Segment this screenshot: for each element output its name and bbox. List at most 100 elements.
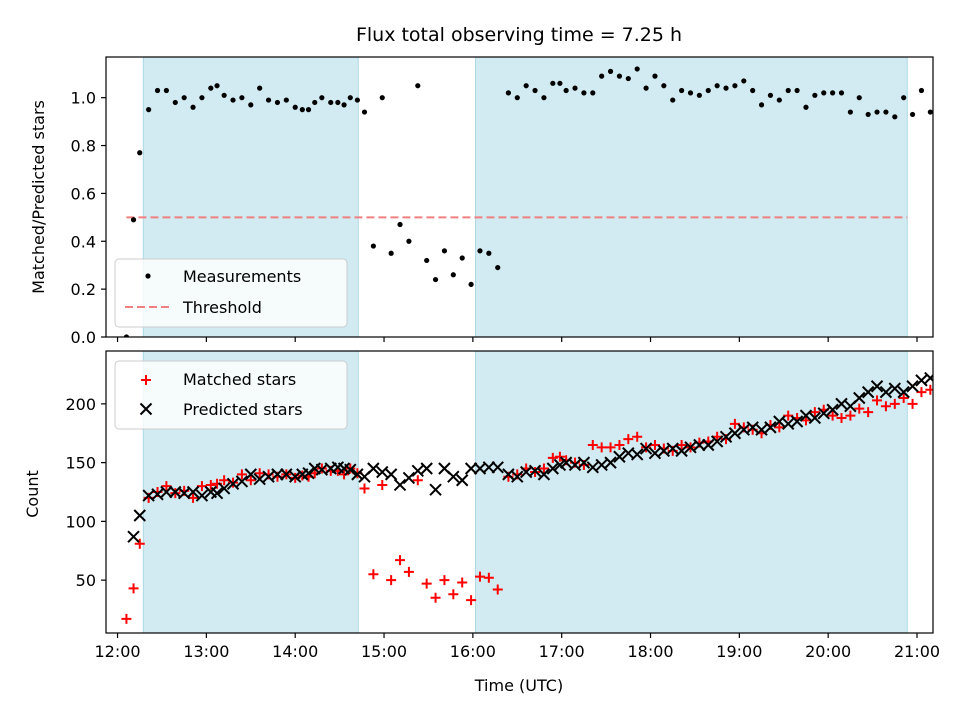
measurement-point (874, 109, 880, 115)
matched-point (466, 595, 477, 606)
predicted-point (447, 470, 460, 483)
measurement-point (172, 99, 178, 106)
measurement-point (130, 217, 137, 223)
predicted-point (835, 397, 848, 411)
matched-point (863, 407, 874, 418)
measurement-point (432, 276, 439, 283)
predicted-point (351, 468, 364, 481)
matched-point (236, 469, 247, 480)
measurement-point (305, 107, 312, 113)
measurement-point (750, 87, 756, 94)
legend-marker-matched (141, 375, 151, 385)
predicted-point (502, 468, 515, 481)
predicted-point (790, 415, 804, 428)
matched-point (474, 571, 485, 582)
y-tick-label: 50 (76, 571, 96, 590)
matched-point (128, 583, 139, 594)
matched-point (827, 410, 838, 421)
measurement-point (714, 83, 720, 89)
predicted-point (728, 427, 742, 440)
measurement-point (625, 75, 631, 82)
matched-point (614, 440, 625, 450)
matched-point (483, 572, 494, 583)
matched-point (898, 393, 909, 403)
measurement-point (354, 97, 360, 103)
matched-point (854, 403, 865, 414)
measurement-point (794, 87, 800, 94)
measurement-point (230, 97, 236, 103)
measurement-point (661, 83, 667, 89)
matched-point (845, 410, 856, 421)
x-tick-label: 18:00 (627, 642, 673, 661)
measurement-point (299, 107, 305, 113)
predicted-point (186, 485, 200, 499)
matched-point (587, 440, 598, 450)
matched-point (649, 440, 660, 450)
measurement-point (572, 85, 578, 91)
measurement-point (532, 87, 538, 94)
legend-marker-measurements (145, 273, 151, 279)
measurement-point (450, 272, 456, 278)
measurement-point (214, 83, 220, 89)
matched-point (205, 479, 216, 490)
legend-box (114, 360, 348, 430)
predicted-point (675, 444, 688, 458)
count-panel: 50 100 150 200 12:00 13:00 14:00 15:00 16:00 17:0… (65, 350, 940, 661)
measurement-point (312, 99, 318, 106)
y-tick-label: 0.6 (71, 184, 96, 203)
predicted-point (262, 470, 275, 483)
measurement-point (406, 238, 412, 244)
measurement-point (319, 95, 325, 101)
predicted-point (666, 442, 679, 455)
predicted-point (393, 478, 407, 492)
series-measurements (123, 66, 933, 337)
matched-point (925, 384, 933, 395)
measurement-point (776, 97, 782, 103)
measurement-point (590, 90, 596, 96)
measurement-point (415, 83, 421, 89)
matched-point (783, 410, 794, 421)
legend-marker-predicted (139, 402, 153, 416)
matched-point (729, 418, 740, 429)
predicted-point (411, 464, 424, 478)
y-tick-label: 1.0 (71, 89, 96, 108)
matched-point (368, 569, 379, 580)
measurement-point (248, 102, 254, 108)
measurement-point (468, 281, 474, 287)
predicted-point (127, 530, 140, 543)
measurement-point (812, 92, 818, 98)
measurement-point (634, 66, 640, 72)
predicted-point (546, 462, 560, 475)
measurement-point (424, 257, 430, 264)
predicted-point (755, 423, 768, 436)
matched-point (219, 475, 230, 486)
measurement-point (830, 90, 836, 96)
predicted-point (384, 468, 398, 481)
measurement-point (397, 221, 403, 228)
predicted-point (160, 485, 173, 499)
measurement-point (856, 95, 862, 101)
predicted-point (217, 482, 231, 495)
predicted-point (133, 509, 146, 522)
predicted-point (684, 441, 697, 454)
matched-point (245, 475, 256, 486)
y-tick-label: 0.4 (71, 232, 96, 251)
matched-point (596, 442, 607, 453)
matched-point (377, 479, 388, 490)
predicted-point (537, 468, 551, 481)
measurement-point (909, 111, 916, 118)
predicted-point (817, 407, 830, 420)
predicted-point (782, 417, 795, 431)
predicted-point (888, 382, 902, 395)
matched-point (412, 475, 423, 486)
predicted-point (280, 468, 293, 481)
measurement-point (892, 114, 898, 120)
y-tick-label: 200 (65, 395, 96, 414)
matched-point (439, 575, 450, 586)
predicted-point (693, 438, 706, 452)
x-tick-label: 15:00 (361, 642, 407, 661)
measurement-point (292, 104, 298, 110)
predicted-point (915, 374, 928, 387)
predicted-point (235, 475, 249, 488)
predicted-point (710, 435, 724, 448)
